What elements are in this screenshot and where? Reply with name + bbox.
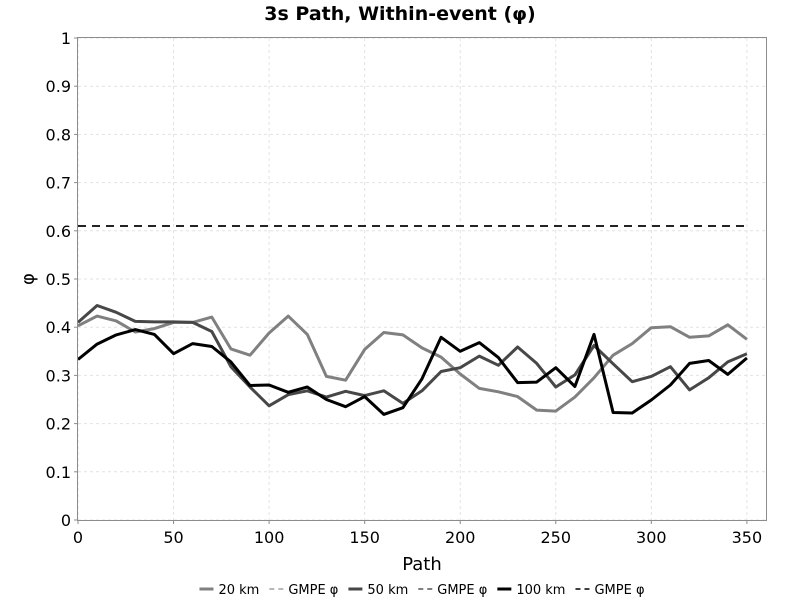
y-axis-label: φ bbox=[18, 273, 39, 285]
legend-label-1: GMPE φ bbox=[288, 583, 338, 598]
y-tick-label-2: 0.2 bbox=[46, 415, 71, 434]
legend-label-2: 50 km bbox=[367, 583, 408, 598]
legend-label-4: 100 km bbox=[516, 583, 565, 598]
y-tick-label-5: 0.5 bbox=[46, 270, 71, 289]
x-tick-label-3: 150 bbox=[349, 528, 380, 547]
legend-label-3: GMPE φ bbox=[437, 583, 487, 598]
y-tick-label-4: 0.4 bbox=[46, 318, 71, 337]
legend-label-0: 20 km bbox=[218, 583, 259, 598]
y-tick-label-8: 0.8 bbox=[46, 125, 71, 144]
x-tick-label-0: 0 bbox=[73, 528, 83, 547]
x-tick-label-2: 100 bbox=[254, 528, 285, 547]
x-axis-label: Path bbox=[402, 554, 442, 575]
y-axis-ticks: 0 0.1 0.2 0.3 0.4 0.5 0.6 0.7 0.8 0.9 1 bbox=[46, 29, 78, 530]
x-tick-label-7: 350 bbox=[732, 528, 763, 547]
x-tick-label-4: 200 bbox=[445, 528, 476, 547]
y-tick-label-3: 0.3 bbox=[46, 366, 71, 385]
y-tick-label-1: 0.1 bbox=[46, 463, 71, 482]
series-line-4 bbox=[77, 328, 748, 416]
legend: 20 km GMPE φ 50 km GMPE φ 100 km GMPE φ bbox=[199, 583, 645, 598]
y-tick-label-10: 1 bbox=[61, 29, 71, 48]
chart-title: 3s Path, Within-event (φ) bbox=[264, 3, 535, 25]
series-lines bbox=[77, 225, 748, 416]
x-axis-ticks: 0 50 100 150 200 250 300 350 bbox=[73, 520, 762, 547]
x-tick-label-1: 50 bbox=[163, 528, 183, 547]
y-tick-label-9: 0.9 bbox=[46, 77, 71, 96]
y-tick-label-6: 0.6 bbox=[46, 222, 71, 241]
x-tick-label-6: 300 bbox=[636, 528, 667, 547]
y-tick-label-0: 0 bbox=[61, 511, 71, 530]
x-tick-label-5: 250 bbox=[541, 528, 572, 547]
legend-label-5: GMPE φ bbox=[594, 583, 644, 598]
series-line-2 bbox=[77, 304, 748, 408]
grid bbox=[77, 37, 766, 521]
y-tick-label-7: 0.7 bbox=[46, 174, 71, 193]
